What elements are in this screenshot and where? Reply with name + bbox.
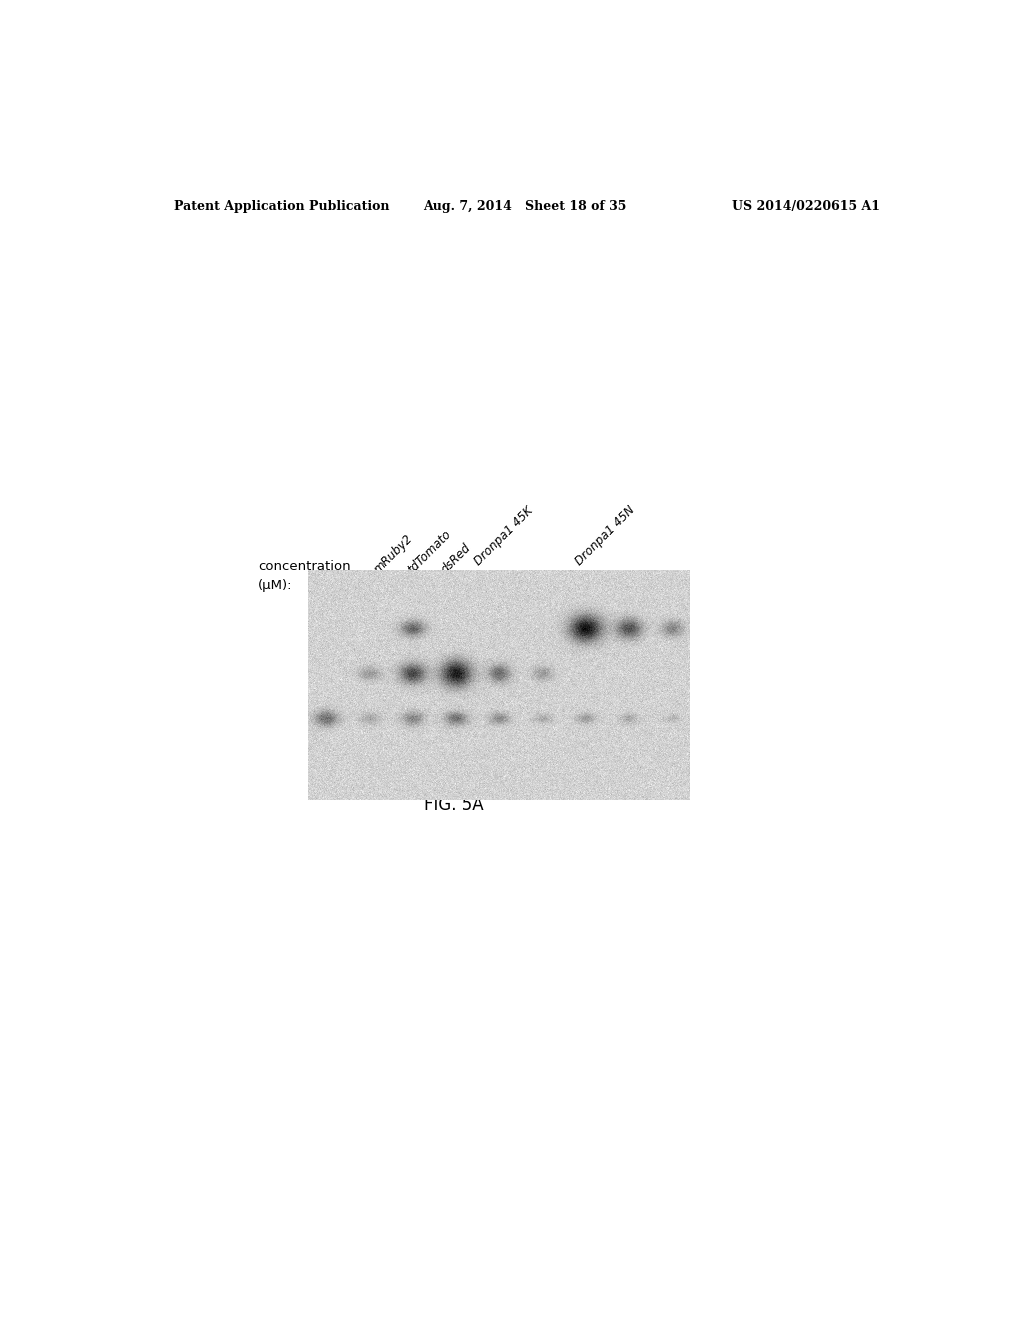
Text: 120: 120: [337, 635, 362, 648]
Text: concentration: concentration: [258, 560, 351, 573]
Text: 20: 20: [507, 579, 522, 593]
Text: US 2014/0220615 A1: US 2014/0220615 A1: [732, 199, 880, 213]
Text: FIG. 5A: FIG. 5A: [424, 796, 483, 814]
Text: 100: 100: [469, 579, 494, 593]
Text: 20: 20: [407, 579, 422, 593]
Text: 60: 60: [345, 671, 362, 684]
Text: Patent Application Publication: Patent Application Publication: [174, 199, 390, 213]
Text: 10: 10: [641, 579, 656, 593]
Text: 30: 30: [345, 705, 362, 718]
Text: tdTomato: tdTomato: [404, 527, 454, 576]
Text: 10: 10: [541, 579, 556, 593]
Text: dsRed: dsRed: [438, 541, 473, 576]
Text: mRuby2: mRuby2: [372, 532, 416, 576]
Text: 20: 20: [373, 579, 388, 593]
Text: 100: 100: [569, 579, 594, 593]
Text: 20: 20: [607, 579, 624, 593]
Text: Dronpa1 45K: Dronpa1 45K: [472, 504, 536, 568]
Text: Aug. 7, 2014   Sheet 18 of 35: Aug. 7, 2014 Sheet 18 of 35: [423, 199, 627, 213]
Text: Dronpa1 45N: Dronpa1 45N: [572, 503, 637, 568]
Text: (μM):: (μM):: [258, 579, 293, 593]
Text: 20: 20: [439, 579, 456, 593]
